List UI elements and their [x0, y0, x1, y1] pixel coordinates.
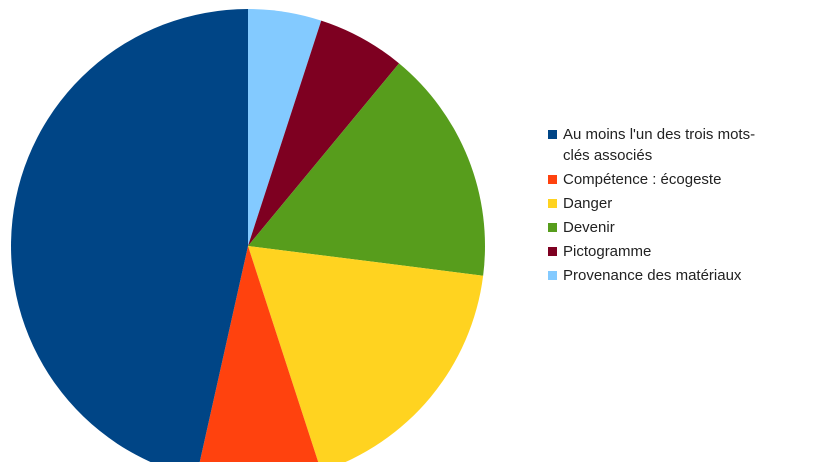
- legend-label: Compétence : écogeste: [563, 171, 722, 188]
- pie-slice-5: [11, 9, 248, 462]
- legend-label: Devenir: [563, 219, 615, 236]
- legend-item: Compétence : écogeste: [548, 169, 818, 190]
- legend-label: Pictogramme: [563, 243, 652, 260]
- legend: Au moins l'un des trois mots-clés associ…: [548, 124, 818, 289]
- pie-slice-1: [248, 20, 400, 246]
- legend-item: Pictogramme: [548, 241, 818, 262]
- legend-swatch: [548, 271, 557, 280]
- legend-swatch: [548, 130, 557, 139]
- legend-swatch: [548, 175, 557, 184]
- pie-slices: [11, 9, 485, 462]
- legend-label: Danger: [563, 195, 613, 212]
- legend-item: Danger: [548, 193, 818, 214]
- pie-slice-0: [248, 9, 322, 246]
- pie-slice-2: [248, 63, 485, 276]
- legend-item: Devenir: [548, 217, 818, 238]
- legend-swatch: [548, 247, 557, 256]
- legend-swatch: [548, 199, 557, 208]
- legend-swatch: [548, 223, 557, 232]
- legend-label: Provenance des matériaux: [563, 267, 742, 284]
- legend-item: Au moins l'un des trois mots-clés associ…: [548, 124, 818, 166]
- pie-slice-3: [248, 246, 484, 462]
- legend-label: Au moins l'un des trois mots-clés associ…: [563, 126, 756, 164]
- legend-item: Provenance des matériaux: [548, 265, 818, 286]
- pie-slice-4: [199, 246, 319, 462]
